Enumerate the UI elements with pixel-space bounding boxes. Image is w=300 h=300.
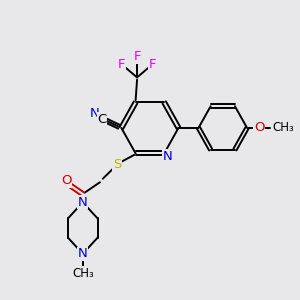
Text: F: F	[149, 58, 157, 70]
Text: S: S	[113, 158, 121, 171]
Text: F: F	[133, 50, 141, 63]
Text: O: O	[254, 122, 264, 134]
Text: N: N	[90, 107, 100, 120]
Text: N: N	[78, 196, 88, 209]
Text: CH₃: CH₃	[272, 122, 294, 134]
Text: F: F	[118, 58, 125, 70]
Text: O: O	[61, 174, 72, 187]
Text: CH₃: CH₃	[72, 267, 94, 280]
Text: N: N	[163, 150, 173, 163]
Text: C: C	[98, 112, 107, 126]
Text: N: N	[78, 247, 88, 260]
